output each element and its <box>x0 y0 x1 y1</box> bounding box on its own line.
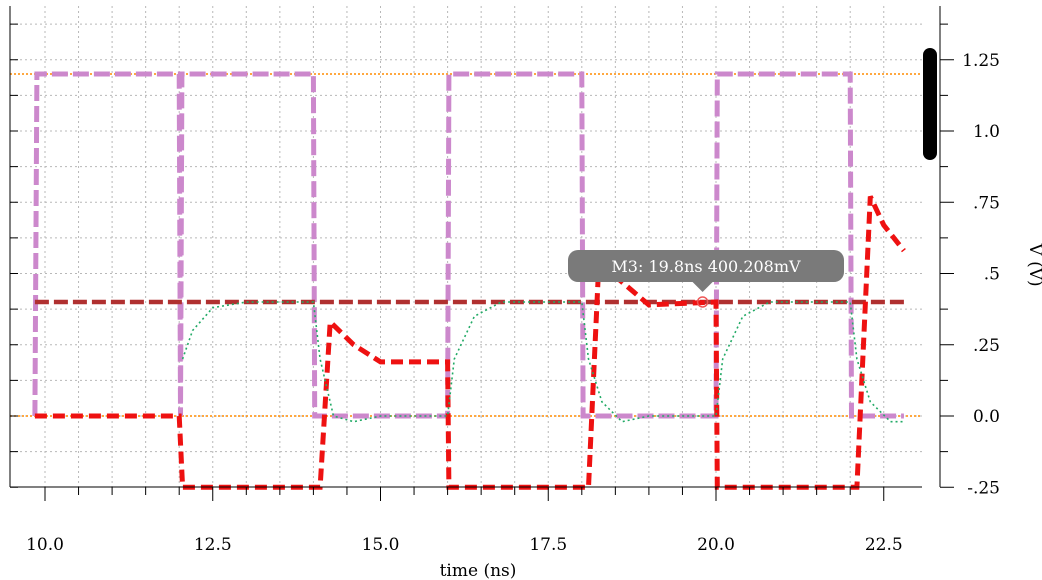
y-tick-label: .75 <box>973 193 1000 213</box>
x-tick-label: 20.0 <box>697 535 735 555</box>
y-tick-label: 1.0 <box>973 122 1000 142</box>
marker-tooltip-pointer <box>692 282 713 292</box>
y-tick-label: 1.25 <box>962 51 1000 71</box>
axes: 10.0 12.5 15.0 17.5 20.0 22.5 -.25 0.0 .25 .5 .75 1… <box>9 6 1000 555</box>
series-line-3 <box>34 195 906 490</box>
reference-lines <box>10 73 922 417</box>
y-tick-label: 0.0 <box>973 407 1000 427</box>
y-tick-label: .5 <box>984 265 1000 285</box>
vertical-scrollbar-thumb[interactable] <box>923 48 937 160</box>
x-tick-label: 15.0 <box>362 535 400 555</box>
x-tick-label: 22.5 <box>865 535 903 555</box>
y-axis-label: V (V) <box>1025 242 1042 286</box>
x-axis-label: time (ns) <box>440 561 517 580</box>
series-line-4 <box>181 301 904 423</box>
y-tick-label: .25 <box>973 336 1000 356</box>
y-tick-label: -.25 <box>967 478 1000 498</box>
series-line-1 <box>32 71 904 419</box>
marker-tooltip-box[interactable] <box>568 250 844 282</box>
x-tick-label: 12.5 <box>194 535 232 555</box>
marker-label[interactable]: M3: 19.8ns 400.208mV <box>611 257 801 276</box>
x-tick-label: 17.5 <box>529 535 567 555</box>
marker-point[interactable] <box>696 296 709 308</box>
marker-m3[interactable]: M3: 19.8ns 400.208mV <box>568 250 844 308</box>
x-tick-label: 10.0 <box>26 535 64 555</box>
